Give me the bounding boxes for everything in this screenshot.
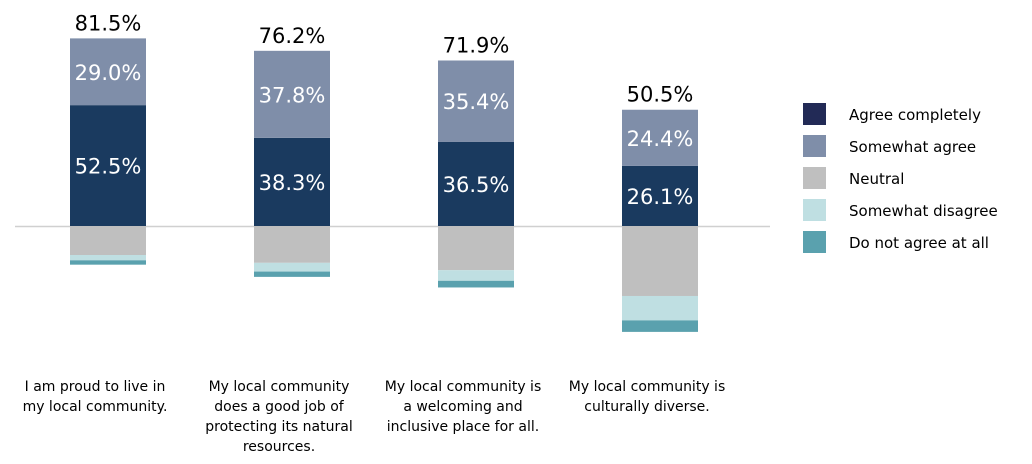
bar-segment-5-cat-3 <box>438 280 514 288</box>
segment-label-2-cat-1: 29.0% <box>75 61 142 85</box>
category-label-2-line-2: does a good job of <box>214 399 345 415</box>
bar-segment-3-cat-2 <box>254 226 330 263</box>
bar-segment-5-cat-4 <box>622 320 698 332</box>
segment-label-1-cat-3: 36.5% <box>443 173 510 197</box>
bar-segment-3-cat-4 <box>622 226 698 296</box>
bar-segment-3-cat-3 <box>438 226 514 271</box>
total-label-cat-4: 50.5% <box>627 83 694 107</box>
category-label-3-line-2: a welcoming and <box>403 399 522 415</box>
legend-swatch-3 <box>803 167 826 189</box>
segment-label-1-cat-2: 38.3% <box>259 171 326 195</box>
legend-label-2: Somewhat agree <box>849 138 976 156</box>
segment-label-1-cat-1: 52.5% <box>75 155 142 179</box>
total-label-cat-2: 76.2% <box>259 24 326 48</box>
segment-label-2-cat-3: 35.4% <box>443 90 510 114</box>
category-label-1-line-1: I am proud to live in <box>25 379 166 395</box>
legend-label-3: Neutral <box>849 170 904 188</box>
bar-segment-2-cat-3 <box>438 60 514 142</box>
bar-segment-3-cat-1 <box>70 226 146 256</box>
bar-segment-1-cat-4 <box>622 165 698 226</box>
bar-segment-2-cat-2 <box>254 50 330 138</box>
bar-segment-5-cat-2 <box>254 271 330 277</box>
segment-label-1-cat-4: 26.1% <box>627 185 694 209</box>
legend-swatch-1 <box>803 103 826 125</box>
bar-segment-5-cat-1 <box>70 260 146 265</box>
category-label-2-line-3: protecting its natural <box>205 419 352 435</box>
legend-swatch-4 <box>803 199 826 221</box>
bar-segment-2-cat-1 <box>70 38 146 106</box>
bar-segment-4-cat-3 <box>438 270 514 281</box>
category-label-3-line-3: inclusive place for all. <box>387 419 539 435</box>
bar-segment-1-cat-2 <box>254 137 330 226</box>
bar-segment-1-cat-3 <box>438 141 514 226</box>
category-label-3-line-1: My local community is <box>385 379 541 395</box>
segment-label-2-cat-4: 24.4% <box>627 127 694 151</box>
category-label-4-line-2: culturally diverse. <box>584 399 709 415</box>
category-label-2-line-4: resources. <box>243 439 315 455</box>
category-label-1-line-2: my local community. <box>23 399 168 415</box>
bar-segment-1-cat-1 <box>70 105 146 226</box>
bar-segment-4-cat-2 <box>254 262 330 272</box>
legend-label-1: Agree completely <box>849 106 981 124</box>
legend-swatch-2 <box>803 135 826 157</box>
legend-label-4: Somewhat disagree <box>849 202 998 220</box>
legend-swatch-5 <box>803 231 826 253</box>
bar-segment-2-cat-4 <box>622 109 698 166</box>
segment-label-2-cat-2: 37.8% <box>259 83 326 107</box>
total-label-cat-3: 71.9% <box>443 33 510 57</box>
bar-segment-4-cat-4 <box>622 295 698 321</box>
total-label-cat-1: 81.5% <box>75 11 142 35</box>
legend-label-5: Do not agree at all <box>849 234 989 252</box>
bar-segment-4-cat-1 <box>70 255 146 261</box>
category-label-2-line-1: My local community <box>209 379 350 395</box>
category-label-4-line-1: My local community is <box>569 379 725 395</box>
